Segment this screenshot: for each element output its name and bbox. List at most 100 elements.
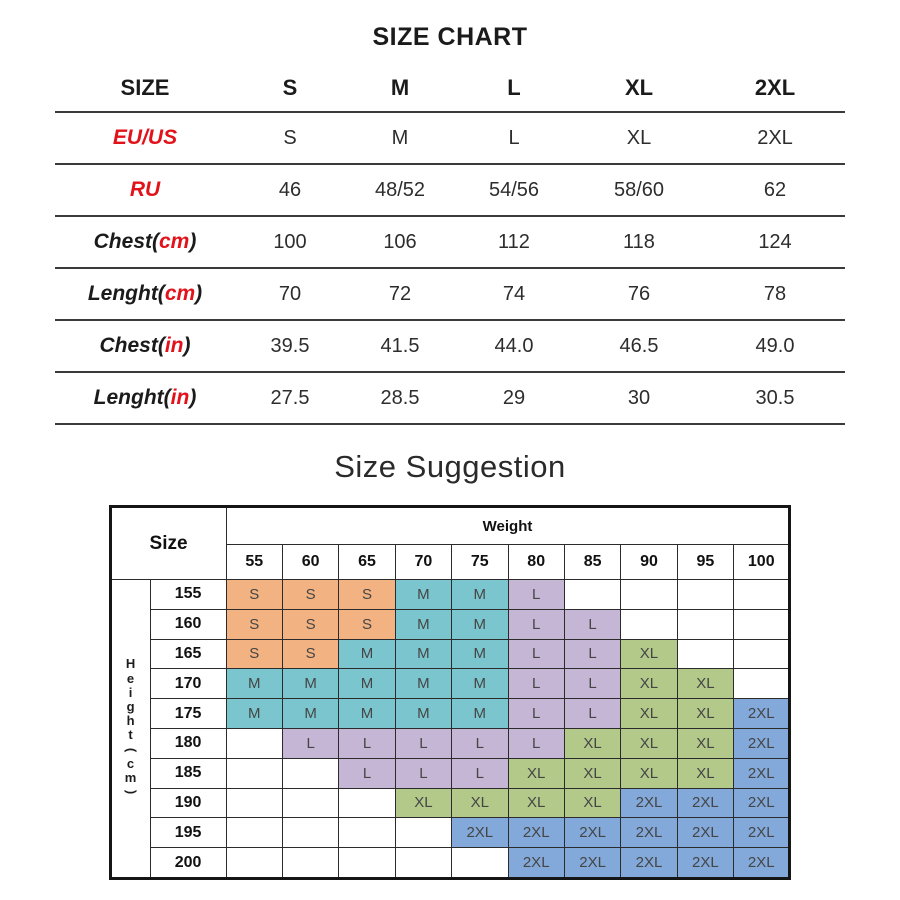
suggestion-cell: XL [507,787,565,819]
size-chart-value: M [345,112,455,165]
height-tick: 180 [149,727,227,759]
suggestion-cell [394,817,453,849]
suggestion-cell: XL [676,757,735,789]
size-chart-row: Chest(in) 39.5 41.5 44.0 46.5 49.0 [55,320,845,373]
suggestion-cell: L [563,668,622,700]
size-chart-value: 72 [345,268,455,321]
suggestion-cell [733,668,791,700]
row-label: RU [55,164,235,217]
suggestion-cell [225,817,283,849]
height-tick: 175 [149,698,227,729]
suggestion-row: 180 L L L L L XL XL XL 2XL [110,727,791,759]
suggestion-cell: XL [394,787,453,819]
height-tick: 200 [149,847,227,879]
suggestion-cell: L [338,757,396,789]
suggestion-cell: XL [620,727,678,759]
suggestion-cell: XL [563,727,622,759]
row-label-unit: in [170,386,190,409]
height-axis-char: g [126,699,135,715]
suggestion-row: 170 M M M M M L L XL XL [110,668,791,700]
height-axis-char: ( [123,747,139,752]
suggestion-cell: S [281,638,340,670]
size-chart-row: RU 46 48/52 54/56 58/60 62 [55,164,845,217]
suggestion-cell: XL [563,787,622,819]
weight-tick: 55 [225,544,283,580]
suggestion-cell: L [507,579,565,610]
suggestion-cell: M [225,698,283,729]
row-label-text: Chest( [99,334,165,357]
suggestion-cell: M [451,698,509,729]
suggestion-cell: 2XL [733,787,791,819]
suggestion-cell: S [225,579,283,610]
size-chart-header-row: SIZE S M L XL 2XL [55,65,845,113]
suggestion-cell: M [451,668,509,700]
size-chart-value: 30.5 [705,372,845,425]
column-header-size: SIZE [55,65,235,113]
suggestion-cell: S [225,638,283,670]
height-tick: 165 [149,638,227,670]
weight-tick: 70 [394,544,453,580]
height-tick: 185 [149,757,227,789]
suggestion-cell [563,579,622,610]
height-tick: 160 [149,608,227,640]
suggestion-cell: M [338,638,396,670]
size-chart-value: 28.5 [345,372,455,425]
size-chart-value: 118 [573,216,705,269]
row-label: Lenght(cm) [55,268,235,321]
height-tick: 190 [149,787,227,819]
size-chart-value: 48/52 [345,164,455,217]
suggestion-cell: S [338,579,396,610]
size-chart-value: 100 [235,216,345,269]
size-chart-value: S [235,112,345,165]
height-axis-char: h [126,713,135,729]
row-label-text: ) [189,230,197,253]
suggestion-cell: L [507,668,565,700]
row-label: Lenght(in) [55,372,235,425]
suggestion-cell: 2XL [563,847,622,879]
size-chart-value: 74 [455,268,573,321]
size-chart-header: SIZE S M L XL 2XL [55,65,845,113]
weight-axis-label: Weight [225,506,791,545]
column-header-2xl: 2XL [705,65,845,113]
suggestion-cell: M [281,698,340,729]
suggestion-cell [451,847,509,879]
weight-tick: 95 [676,544,735,580]
row-label-unit: in [164,334,184,357]
column-header-s: S [235,65,345,113]
suggestion-cell: 2XL [620,847,678,879]
suggestion-cell: XL [507,757,565,789]
suggestion-cell [281,817,340,849]
suggestion-cell: M [338,698,396,729]
size-chart-value: 78 [705,268,845,321]
suggestion-header-row-1: Size Weight [109,506,791,580]
size-chart-value: 30 [573,372,705,425]
suggestion-cell: S [225,608,283,640]
suggestion-cell: L [507,727,565,759]
suggestion-cell [225,787,283,819]
row-label: Chest(cm) [55,216,235,269]
height-axis-char: m [124,770,137,786]
suggestion-cell: 2XL [676,817,735,849]
suggestion-cell: M [394,698,453,729]
size-corner-label: Size [109,506,227,580]
suggestion-cell: 2XL [676,787,735,819]
suggestion-cell: M [451,608,509,640]
suggestion-row: 195 2XL 2XL 2XL 2XL 2XL 2XL [110,817,791,849]
suggestion-cell: XL [563,757,622,789]
suggestion-cell: XL [620,638,678,670]
suggestion-cell: M [394,638,453,670]
suggestion-cell: 2XL [733,757,791,789]
row-label-unit: EU/US [112,126,178,149]
column-header-m: M [345,65,455,113]
suggestion-cell: XL [620,757,678,789]
size-chart-value: 58/60 [573,164,705,217]
size-chart-value: 62 [705,164,845,217]
suggestion-cell: 2XL [507,817,565,849]
size-chart-row: Lenght(in) 27.5 28.5 29 30 30.5 [55,372,845,425]
suggestion-title: Size Suggestion [334,449,566,484]
suggestion-cell: 2XL [733,727,791,759]
suggestion-cell: S [338,608,396,640]
height-tick: 195 [149,817,227,849]
suggestion-cell: L [563,638,622,670]
